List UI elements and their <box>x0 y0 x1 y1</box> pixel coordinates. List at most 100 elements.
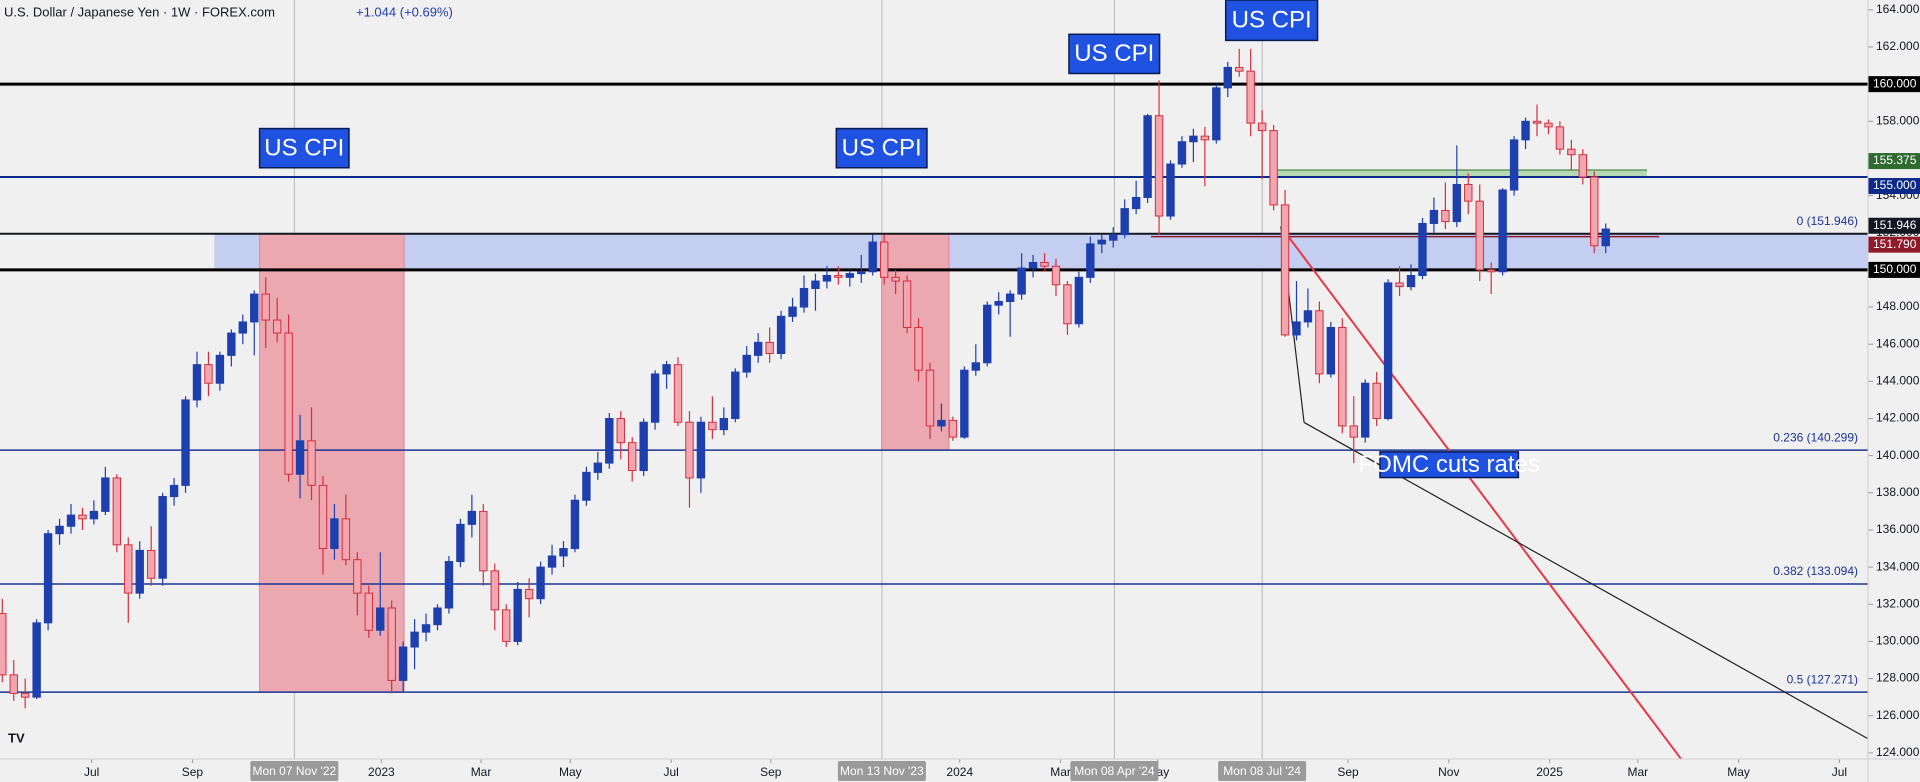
price-label: 151.946 <box>1873 218 1917 232</box>
candle-body <box>490 570 499 611</box>
price-label: 160.000 <box>1873 76 1917 90</box>
candle-body <box>20 692 30 698</box>
annotation-box <box>1068 33 1161 75</box>
candle-body <box>181 399 190 486</box>
price-label-box <box>1868 217 1920 234</box>
y-tick-label: 136.000 <box>1876 522 1920 536</box>
candle-body <box>1051 265 1061 286</box>
price-label: 150.000 <box>1873 262 1917 276</box>
candle-body <box>914 326 923 371</box>
candle-body <box>1532 120 1542 124</box>
candle-body <box>1131 196 1141 210</box>
price-label-box <box>1868 153 1920 170</box>
candle-body <box>1601 228 1610 247</box>
price-label: 155.000 <box>1873 178 1917 192</box>
candle-body <box>192 364 202 401</box>
candle-body <box>811 280 820 289</box>
candle-body <box>158 496 167 579</box>
candle-body <box>902 280 912 328</box>
y-tick-label: 132.000 <box>1876 596 1920 610</box>
candle-body <box>341 518 351 561</box>
candle-body <box>238 321 248 334</box>
fib-label: 0.236 (140.299) <box>1773 430 1858 444</box>
candle-body <box>765 341 774 354</box>
candle-body <box>799 287 809 308</box>
x-tick-label: Mar <box>1627 765 1648 779</box>
candle-body <box>1269 130 1278 206</box>
x-tick-label: Sep <box>182 765 204 779</box>
candle-body <box>753 341 763 356</box>
y-tick-label: 140.000 <box>1876 448 1920 462</box>
candle-body <box>1109 234 1118 241</box>
candle-body <box>1235 66 1244 72</box>
candle-body <box>891 276 900 282</box>
candle-body <box>1280 204 1290 336</box>
candle-body <box>1086 243 1095 278</box>
candle-body <box>376 607 385 631</box>
x-tick-label: Jul <box>1832 765 1847 779</box>
candle-body <box>639 421 648 472</box>
candle-body <box>616 418 625 444</box>
candle-body <box>1441 209 1450 223</box>
candle-body <box>1074 276 1084 325</box>
candle-body <box>1040 261 1049 267</box>
candle-body <box>1315 310 1324 375</box>
candle-body <box>467 510 477 525</box>
candle-body <box>1246 70 1255 124</box>
price-label-box <box>1868 261 1920 278</box>
date-marker-label: Mon 13 Nov '23 <box>840 764 924 778</box>
candle-body <box>1383 282 1393 420</box>
candle-body <box>971 362 981 371</box>
candle-body <box>1223 66 1232 89</box>
x-tick-label: May <box>1727 765 1750 779</box>
y-tick-label: 138.000 <box>1876 485 1920 499</box>
candle-body <box>731 371 740 420</box>
y-tick-label: 134.000 <box>1876 559 1920 573</box>
y-tick-label: 148.000 <box>1876 299 1920 313</box>
candle-body <box>822 274 832 282</box>
candle-body <box>1429 209 1439 224</box>
candle-body <box>1590 176 1599 247</box>
candle-body <box>834 274 843 278</box>
candle-body <box>124 544 133 594</box>
candle-body <box>1372 382 1381 420</box>
candle-body <box>284 332 293 475</box>
candle-body <box>55 525 64 535</box>
candle-body <box>1143 115 1152 198</box>
x-tick-label: 2025 <box>1536 765 1563 779</box>
candle-body <box>479 510 488 572</box>
candle-body <box>78 514 87 520</box>
annotation: US CPI <box>1232 7 1312 34</box>
candle-body <box>742 354 751 373</box>
candle-body <box>1338 326 1347 427</box>
candle-body <box>650 373 660 423</box>
candle-body <box>0 613 7 676</box>
candle-body <box>696 421 706 479</box>
x-tick-label: Jul <box>84 765 99 779</box>
candle-body <box>318 484 328 550</box>
candle-body <box>570 499 580 550</box>
candle-body <box>960 369 969 438</box>
candle-body <box>524 588 534 600</box>
candle-body <box>9 674 18 694</box>
candle-body <box>1486 269 1496 273</box>
overlay-layer: 124.000 126.000 128.000 130.000 132.000 134.0… <box>84 0 1920 781</box>
candle-body <box>547 555 557 568</box>
candle-body <box>43 533 53 624</box>
candle-body <box>1063 284 1072 325</box>
candle-body <box>1395 282 1404 288</box>
x-tick-label: Sep <box>1337 765 1359 779</box>
candle-body <box>1418 222 1427 276</box>
candle-body <box>456 523 465 563</box>
candle-body <box>146 549 156 579</box>
y-tick-label: 142.000 <box>1876 411 1920 425</box>
x-tick-label: Jul <box>663 765 678 779</box>
y-tick-label: 146.000 <box>1876 336 1920 350</box>
y-tick-label: 128.000 <box>1876 671 1920 685</box>
candle-body <box>1303 310 1313 323</box>
candle-body <box>1326 326 1336 375</box>
candle-body <box>250 293 259 323</box>
date-marker-label: Mon 08 Jul '24 <box>1223 764 1301 778</box>
candle-body <box>937 419 946 427</box>
